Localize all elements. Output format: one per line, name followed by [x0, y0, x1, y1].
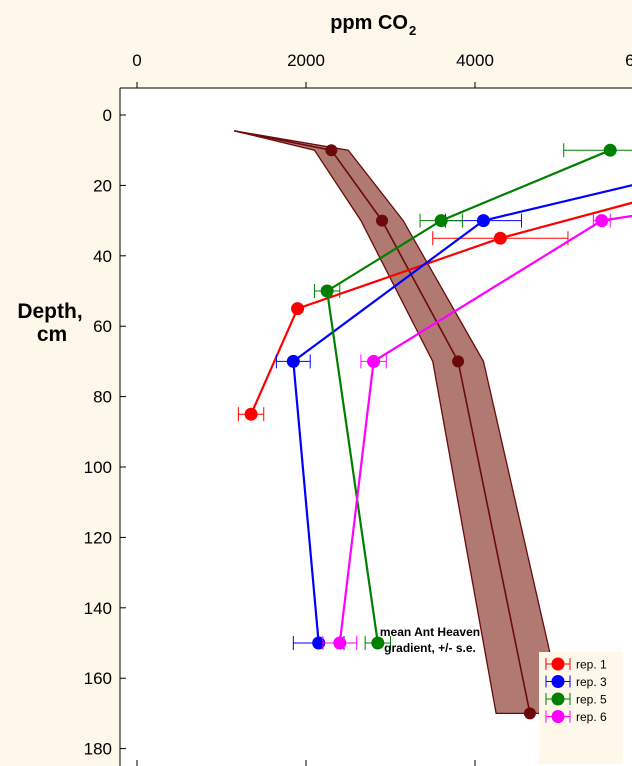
legend: rep. 1 rep. 3 rep. 5 rep. 6	[545, 657, 607, 724]
legend-label: rep. 1	[576, 658, 607, 672]
mean-gradient-point	[523, 707, 536, 720]
series-line	[325, 149, 611, 644]
mean-gradient-point	[376, 214, 389, 227]
legend-label: rep. 3	[576, 675, 607, 689]
legend-box	[539, 652, 623, 764]
data-point	[320, 284, 334, 298]
y-tick-label: 180	[84, 740, 112, 759]
series-layer	[237, 143, 632, 650]
legend-item: rep. 5	[545, 692, 607, 707]
data-point	[476, 214, 490, 228]
y-tick-label: 40	[93, 247, 112, 266]
legend-label: rep. 5	[576, 693, 607, 707]
legend-item: rep. 1	[545, 657, 607, 672]
legend-marker	[551, 710, 565, 723]
y-tick-label: 20	[93, 176, 112, 195]
y-tick-label: 60	[93, 317, 112, 336]
y-tick-label: 80	[93, 388, 112, 407]
y-tick-label: 140	[84, 599, 112, 618]
data-point	[367, 354, 381, 368]
data-point	[286, 354, 300, 368]
x-tick-label: 0	[132, 51, 141, 70]
mean-gradient-point	[325, 144, 338, 157]
data-point	[434, 214, 448, 228]
data-point	[595, 214, 609, 228]
series-line	[250, 201, 632, 415]
legend-item: rep. 3	[545, 675, 607, 689]
data-point	[312, 636, 326, 650]
y-axis-title-line1: Depth,	[17, 300, 82, 323]
annotation-line1: mean Ant Heaven	[380, 625, 480, 639]
data-point	[603, 143, 617, 157]
legend-marker	[551, 657, 565, 671]
data-point	[333, 636, 347, 650]
x-tick-label: 2000	[287, 51, 325, 70]
legend-item: rep. 6	[545, 710, 607, 724]
data-point	[244, 407, 258, 421]
series-rep-1	[237, 201, 632, 422]
data-point	[291, 302, 305, 316]
series-line	[338, 214, 632, 644]
y-tick-label: 120	[84, 528, 112, 547]
y-axis-title-line2: cm	[37, 323, 67, 346]
legend-marker	[551, 692, 565, 706]
data-point	[371, 636, 385, 650]
legend-label: rep. 6	[576, 710, 607, 724]
axes: 0200040006000800010000020406080100120140…	[84, 51, 632, 766]
y-tick-label: 100	[84, 458, 112, 477]
x-axis-title: ppm CO	[330, 12, 408, 34]
mean-gradient-point	[452, 355, 465, 368]
y-tick-label: 160	[84, 669, 112, 688]
series-rep-5	[313, 143, 632, 650]
annotation-line2: gradient, +/- s.e.	[384, 641, 476, 655]
legend-marker	[551, 675, 565, 688]
series-rep-6	[322, 213, 632, 650]
series-line	[292, 184, 632, 644]
data-point	[493, 231, 507, 245]
x-axis-title-subscript: 2	[409, 23, 416, 38]
x-tick-label: 6000	[625, 51, 632, 70]
x-tick-label: 4000	[456, 51, 494, 70]
y-tick-label: 0	[103, 106, 112, 125]
